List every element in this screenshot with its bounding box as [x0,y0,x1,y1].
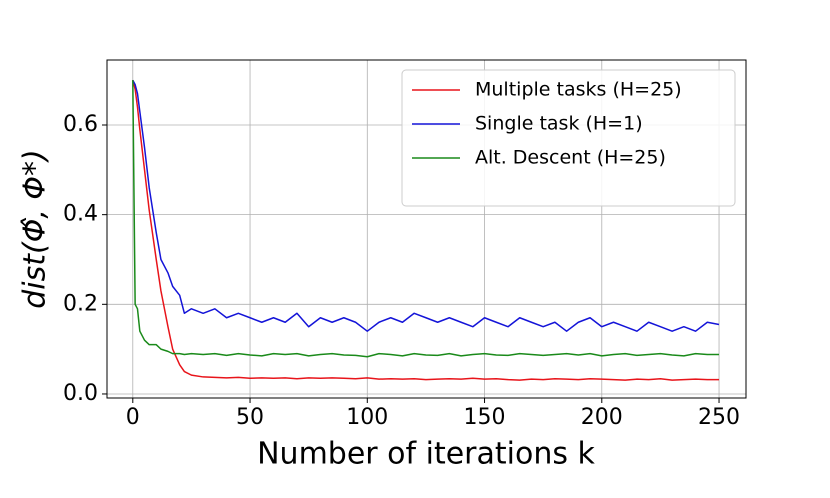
y-tick-label: 0.4 [63,202,98,227]
x-axis-label: Number of iterations k [257,437,595,472]
plot-frame [106,59,747,399]
data-line [132,79,720,381]
legend-box [401,69,736,207]
legend: Multiple tasks (H=25) Single task (H=1) Al… [401,69,736,207]
x-tick-label: 200 [581,405,623,430]
x-tick-label: 150 [464,405,506,430]
x-tick-label: 50 [236,405,264,430]
y-tick-label: 0.2 [63,291,98,316]
data-line [132,80,720,358]
x-tick-label: 100 [346,405,388,430]
legend-label: Single task (H=1) [475,113,643,135]
y-tick-label: 0.0 [63,381,98,406]
y-axis-label: dist(Φ̂, Φ*) [18,149,53,308]
x-tick-label: 250 [698,405,740,430]
legend-label: Alt. Descent (H=25) [475,147,666,169]
data-line [132,79,720,332]
x-tick-label: 0 [126,405,140,430]
legend-label: Multiple tasks (H=25) [475,79,682,101]
y-tick-label: 0.6 [63,112,98,137]
